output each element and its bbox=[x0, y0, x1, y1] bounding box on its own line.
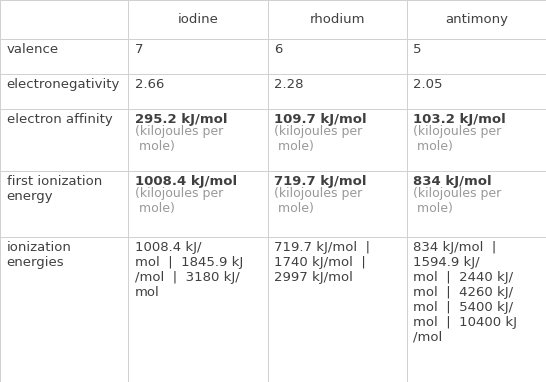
Text: 2.05: 2.05 bbox=[413, 78, 443, 91]
Text: 109.7 kJ/mol: 109.7 kJ/mol bbox=[274, 113, 367, 126]
Text: 834 kJ/mol: 834 kJ/mol bbox=[413, 175, 492, 188]
Text: iodine: iodine bbox=[177, 13, 218, 26]
Text: 7: 7 bbox=[135, 43, 144, 56]
Text: 1008.4 kJ/mol: 1008.4 kJ/mol bbox=[135, 175, 237, 188]
Text: (kilojoules per
 mole): (kilojoules per mole) bbox=[413, 125, 502, 153]
Text: ionization
energies: ionization energies bbox=[7, 241, 72, 269]
Text: valence: valence bbox=[7, 43, 58, 56]
Text: 834 kJ/mol  |
1594.9 kJ/
mol  |  2440 kJ/
mol  |  4260 kJ/
mol  |  5400 kJ/
mol : 834 kJ/mol | 1594.9 kJ/ mol | 2440 kJ/ m… bbox=[413, 241, 517, 344]
Text: 295.2 kJ/mol: 295.2 kJ/mol bbox=[135, 113, 227, 126]
Text: (kilojoules per
 mole): (kilojoules per mole) bbox=[413, 187, 502, 215]
Text: 719.7 kJ/mol: 719.7 kJ/mol bbox=[274, 175, 366, 188]
Text: (kilojoules per
 mole): (kilojoules per mole) bbox=[135, 187, 223, 215]
Text: (kilojoules per
 mole): (kilojoules per mole) bbox=[135, 125, 223, 153]
Text: 2.66: 2.66 bbox=[135, 78, 164, 91]
Text: electronegativity: electronegativity bbox=[7, 78, 120, 91]
Text: (kilojoules per
 mole): (kilojoules per mole) bbox=[274, 187, 363, 215]
Text: rhodium: rhodium bbox=[310, 13, 365, 26]
Text: first ionization
energy: first ionization energy bbox=[7, 175, 102, 203]
Text: 6: 6 bbox=[274, 43, 282, 56]
Text: electron affinity: electron affinity bbox=[7, 113, 112, 126]
Text: (kilojoules per
 mole): (kilojoules per mole) bbox=[274, 125, 363, 153]
Text: 1008.4 kJ/
mol  |  1845.9 kJ
/mol  |  3180 kJ/
mol: 1008.4 kJ/ mol | 1845.9 kJ /mol | 3180 k… bbox=[135, 241, 243, 299]
Text: antimony: antimony bbox=[445, 13, 508, 26]
Text: 103.2 kJ/mol: 103.2 kJ/mol bbox=[413, 113, 506, 126]
Text: 719.7 kJ/mol  |
1740 kJ/mol  |
2997 kJ/mol: 719.7 kJ/mol | 1740 kJ/mol | 2997 kJ/mol bbox=[274, 241, 370, 284]
Text: 2.28: 2.28 bbox=[274, 78, 304, 91]
Text: 5: 5 bbox=[413, 43, 422, 56]
